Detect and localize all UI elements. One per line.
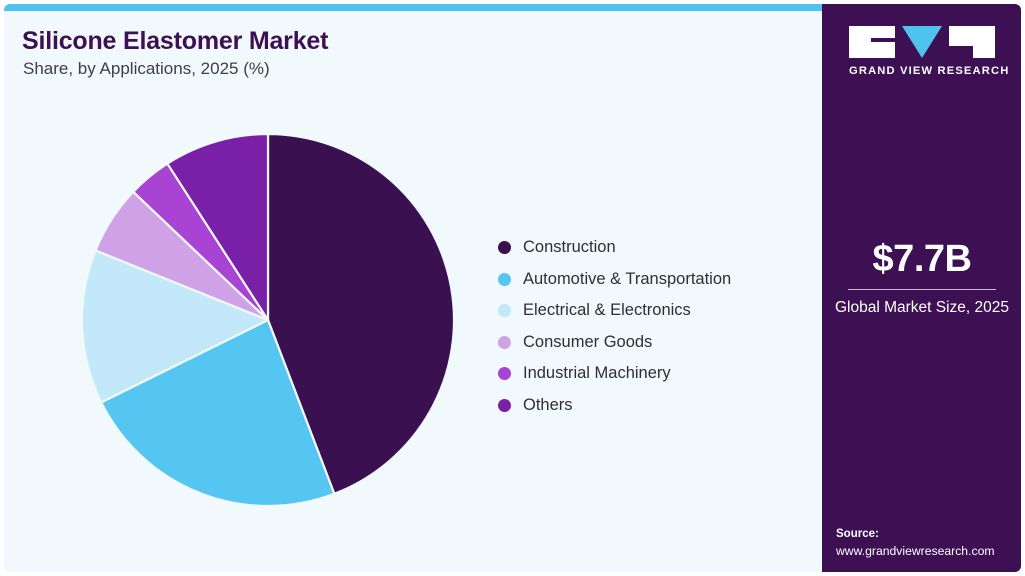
legend-item-label: Consumer Goods bbox=[523, 332, 653, 351]
legend-item[interactable]: Consumer Goods bbox=[498, 327, 798, 359]
source-url: www.grandviewresearch.com bbox=[836, 543, 995, 558]
chart-legend: Construction Automotive & Transportation E… bbox=[498, 232, 798, 421]
legend-item[interactable]: Electrical & Electronics bbox=[498, 295, 798, 327]
stat-caption: Global Market Size, 2025 bbox=[834, 298, 1010, 316]
legend-color-swatch-icon bbox=[498, 335, 511, 349]
page-subtitle: Share, by Applications, 2025 (%) bbox=[23, 59, 270, 78]
source-label: Source: bbox=[836, 528, 879, 540]
legend-item-label: Others bbox=[523, 395, 573, 414]
market-size-stat: $7.7B Global Market Size, 2025 bbox=[832, 238, 1012, 318]
logo-v-triangle-icon bbox=[902, 26, 942, 58]
legend-color-swatch-icon bbox=[498, 272, 511, 286]
page-title: Silicone Elastomer Market bbox=[22, 27, 329, 55]
legend-item-label: Construction bbox=[523, 238, 616, 257]
source-attribution: Source: www.grandviewresearch.com bbox=[836, 526, 1016, 560]
pie-slice[interactable] bbox=[81, 249, 270, 404]
pie-chart bbox=[81, 133, 455, 507]
logo-marks bbox=[849, 26, 995, 58]
legend-color-swatch-icon bbox=[498, 398, 511, 412]
legend-color-swatch-icon bbox=[498, 241, 511, 255]
legend-item-label: Electrical & Electronics bbox=[523, 301, 691, 320]
grand-view-research-logo: GRAND VIEW RESEARCH bbox=[849, 26, 1010, 78]
pie-slice[interactable] bbox=[266, 133, 455, 495]
stat-value: $7.7B bbox=[872, 238, 972, 280]
stat-divider bbox=[848, 288, 996, 290]
legend-color-swatch-icon bbox=[498, 367, 511, 381]
brand-panel bbox=[822, 4, 1021, 572]
legend-item[interactable]: Automotive & Transportation bbox=[498, 264, 798, 296]
legend-item-label: Industrial Machinery bbox=[523, 364, 671, 383]
pie-slice[interactable] bbox=[166, 133, 270, 322]
logo-g-icon bbox=[849, 26, 895, 58]
logo-r-icon bbox=[949, 26, 995, 58]
logo-wordmark: GRAND VIEW RESEARCH bbox=[849, 65, 1010, 77]
legend-item[interactable]: Industrial Machinery bbox=[498, 358, 798, 390]
legend-item[interactable]: Others bbox=[498, 390, 798, 422]
accent-bar bbox=[4, 4, 822, 11]
legend-color-swatch-icon bbox=[498, 304, 511, 318]
legend-item-label: Automotive & Transportation bbox=[523, 269, 732, 288]
pie-chart-svg bbox=[81, 133, 455, 507]
pie-slice[interactable] bbox=[100, 318, 336, 507]
legend-item[interactable]: Construction bbox=[498, 232, 798, 264]
